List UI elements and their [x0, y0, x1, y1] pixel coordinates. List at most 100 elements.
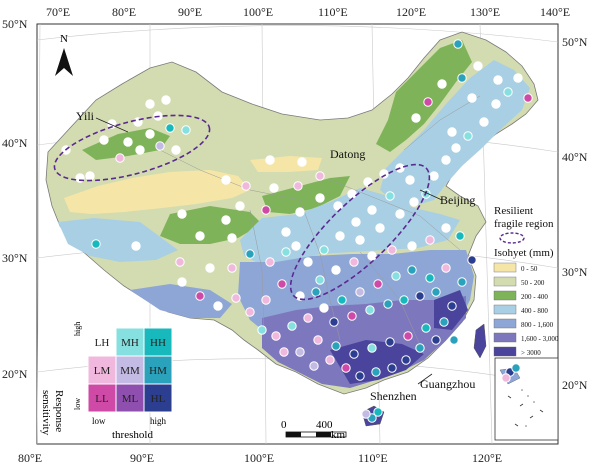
- isohyet-swatch: [493, 262, 517, 273]
- lat-right-label: 30°N: [562, 265, 588, 279]
- station-point: [439, 317, 449, 327]
- lon-top-label: 70°E: [46, 5, 70, 19]
- station-point: [367, 251, 377, 261]
- station-point: [115, 153, 125, 163]
- station-point: [295, 347, 305, 357]
- lon-top-label: 120°E: [396, 5, 426, 19]
- taiwan: [473, 323, 487, 359]
- station-point: [311, 287, 321, 297]
- station-point: [195, 231, 205, 241]
- legend-resilient-line1: Resilient: [494, 205, 533, 217]
- longitude-labels-top: 70°E 80°E 90°E 100°E 110°E 120°E 130°E 1…: [46, 5, 570, 19]
- matrix-y-title-2: sensitivity: [40, 390, 52, 436]
- station-point: [407, 241, 417, 251]
- station-point: [371, 367, 381, 377]
- station-point: [281, 227, 291, 237]
- matrix-cell: [143, 327, 173, 357]
- station-point: [401, 355, 411, 365]
- station-point: [281, 247, 291, 257]
- matrix-cell-label: LH: [95, 337, 110, 349]
- station-point: [411, 113, 421, 123]
- station-point: [479, 117, 489, 127]
- station-point: [295, 207, 305, 217]
- station-point: [341, 363, 351, 373]
- station-point: [213, 301, 223, 311]
- latitude-labels-right: 50°N 40°N 30°N 20°N: [562, 35, 588, 392]
- scale-zero: 0: [281, 419, 287, 431]
- station-point: [319, 303, 329, 313]
- station-point: [227, 263, 237, 273]
- station-point: [431, 287, 441, 297]
- station-point: [425, 235, 435, 245]
- matrix-y-high: high: [73, 322, 82, 336]
- isohyet-swatch: [493, 276, 517, 287]
- lon-top-label: 140°E: [540, 5, 570, 19]
- station-point: [269, 183, 279, 193]
- resilient-region-yili: [53, 114, 211, 182]
- station-point: [467, 255, 477, 265]
- lat-right-label: 40°N: [562, 150, 588, 164]
- label-datong: Datong: [330, 147, 365, 161]
- isohyet-label: > 3000: [521, 349, 541, 357]
- isohyet-swatch: [493, 304, 517, 315]
- station-point: [221, 175, 231, 185]
- station-point: [451, 143, 461, 153]
- station-point: [287, 321, 297, 331]
- station-point: [403, 331, 413, 341]
- station-point: [441, 155, 451, 165]
- label-leaders: [95, 117, 443, 385]
- station-point: [131, 241, 141, 251]
- matrix-y-title-1: Response: [53, 390, 65, 432]
- isohyet-label: 50 - 200: [521, 279, 545, 287]
- station-point: [367, 343, 377, 353]
- station-point: [431, 335, 441, 345]
- station-point: [455, 231, 465, 241]
- matrix-cell: [115, 327, 145, 357]
- station-point: [361, 409, 371, 419]
- station-point: [373, 407, 383, 417]
- station-point: [231, 293, 241, 303]
- station-point: [385, 191, 395, 201]
- station-point: [155, 141, 165, 151]
- matrix-cell: [143, 355, 173, 385]
- station-point: [145, 99, 155, 109]
- station-point: [491, 99, 501, 109]
- matrix-cell-label: HH: [150, 337, 166, 349]
- station-point: [367, 205, 377, 215]
- station-point: [365, 305, 375, 315]
- label-guangzhou: Guangzhou: [420, 377, 475, 391]
- station-point: [473, 61, 483, 71]
- station-point: [447, 301, 457, 311]
- lon-top-label: 80°E: [112, 5, 136, 19]
- station-point: [85, 171, 95, 181]
- station-point: [277, 279, 287, 289]
- zone-800-1600-b: [130, 284, 232, 318]
- station-point: [245, 249, 255, 259]
- station-point: [347, 189, 357, 199]
- station-point: [387, 245, 397, 255]
- isohyet-swatch: [493, 346, 517, 357]
- station-point: [181, 125, 191, 135]
- station-point: [91, 239, 101, 249]
- station-point: [457, 73, 467, 83]
- station-point: [265, 257, 275, 267]
- station-point: [135, 145, 145, 155]
- isohyet-swatch: [493, 332, 517, 343]
- station-point: [293, 181, 303, 191]
- station-point: [171, 145, 181, 155]
- latitude-labels-left: 50°N 40°N 30°N 20°N: [2, 17, 28, 381]
- station-point: [165, 123, 175, 133]
- station-point: [279, 347, 289, 357]
- station-point: [177, 209, 187, 219]
- lon-top-label: 110°E: [318, 5, 348, 19]
- legend-resilient-line2: fragile region: [494, 218, 554, 230]
- station-point: [355, 371, 365, 381]
- matrix-cell: [143, 383, 173, 413]
- station-point: [421, 323, 431, 333]
- station-point: [501, 373, 511, 383]
- legend-isohyet-title: Isohyet (mm): [494, 247, 554, 259]
- station-point: [145, 129, 155, 139]
- station-point: [261, 205, 271, 215]
